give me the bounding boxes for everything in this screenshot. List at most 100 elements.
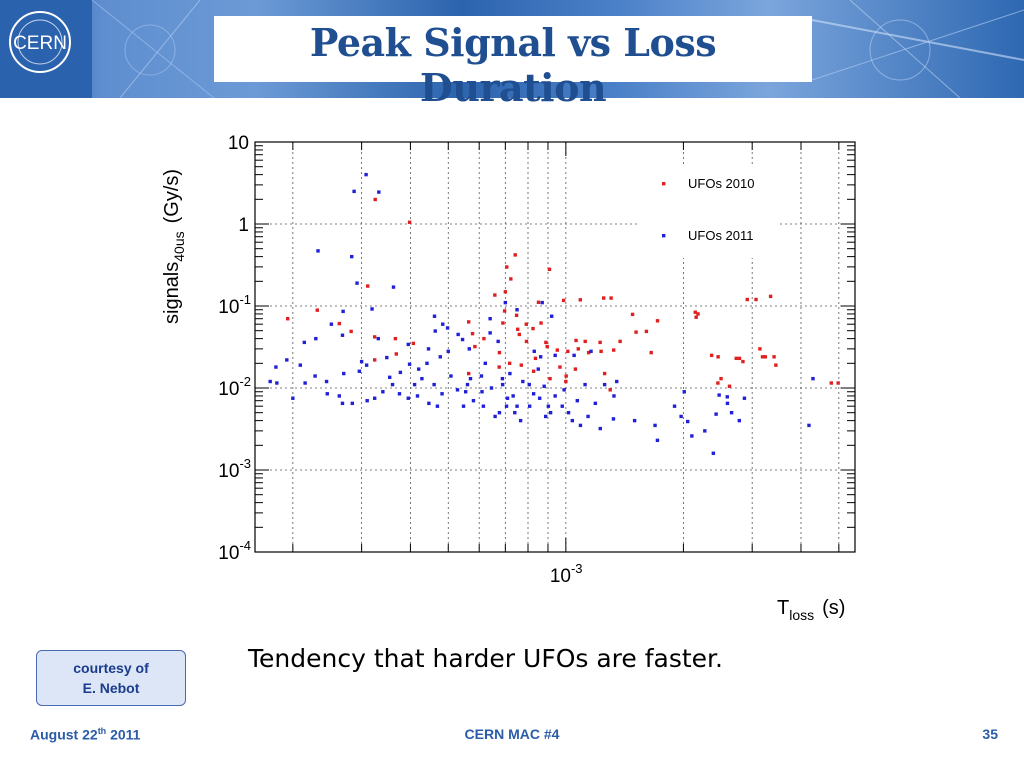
data-point <box>807 423 811 428</box>
data-point <box>716 355 720 359</box>
data-point <box>772 355 776 359</box>
data-point <box>566 349 570 354</box>
data-point <box>632 418 637 423</box>
data-point <box>719 376 723 381</box>
data-point <box>508 371 512 376</box>
data-point <box>324 379 329 384</box>
data-point <box>758 347 762 351</box>
data-point <box>488 331 492 335</box>
data-point <box>531 369 536 373</box>
data-point <box>544 340 548 345</box>
data-point <box>489 386 494 390</box>
data-point <box>725 395 729 399</box>
data-point <box>501 321 505 325</box>
data-point <box>471 399 476 403</box>
data-point <box>583 382 587 387</box>
data-point <box>370 307 374 311</box>
data-point <box>365 399 369 403</box>
data-point <box>479 374 484 378</box>
data-point <box>609 296 613 300</box>
data-point <box>503 300 508 305</box>
data-point <box>615 379 619 384</box>
data-point <box>598 340 602 345</box>
data-point <box>497 410 502 415</box>
data-point <box>593 401 598 406</box>
data-point <box>433 329 437 333</box>
data-point <box>601 296 606 300</box>
data-point <box>449 374 453 378</box>
data-point <box>549 314 554 318</box>
data-point <box>679 414 683 419</box>
y-tick-label: 10-4 <box>218 538 251 564</box>
data-point <box>560 404 564 408</box>
data-point <box>521 379 525 384</box>
data-point <box>445 326 450 330</box>
data-point <box>511 394 515 398</box>
data-point <box>412 382 417 387</box>
data-point <box>513 253 517 257</box>
data-point <box>536 367 540 371</box>
data-point <box>742 396 747 400</box>
data-point <box>509 277 513 281</box>
data-point <box>303 381 307 385</box>
data-point <box>516 327 520 331</box>
footer-date-main: August 22 <box>30 726 98 743</box>
data-point <box>612 394 616 398</box>
data-point <box>406 342 410 347</box>
data-point <box>337 321 341 326</box>
footer-page-number: 35 <box>982 726 998 742</box>
data-point <box>574 338 578 343</box>
data-point <box>564 374 568 378</box>
data-point <box>373 197 377 202</box>
data-point <box>500 376 505 381</box>
data-point <box>548 410 553 415</box>
data-point <box>456 332 460 337</box>
courtesy-line-2: E. Nebot <box>82 680 140 696</box>
data-point <box>483 361 488 366</box>
data-point <box>561 298 566 303</box>
legend-label: UFOs 2010 <box>688 176 754 191</box>
data-point <box>406 396 410 400</box>
data-point <box>558 365 562 369</box>
data-point <box>536 300 541 304</box>
data-point <box>393 336 398 341</box>
data-point <box>634 330 638 334</box>
data-point <box>372 358 377 362</box>
data-point <box>366 284 370 288</box>
data-point <box>488 317 492 321</box>
data-point <box>381 390 385 394</box>
data-point <box>496 339 500 344</box>
data-point <box>570 418 575 423</box>
legend-label: UFOs 2011 <box>688 228 754 243</box>
data-point <box>696 312 700 316</box>
data-point <box>285 317 290 321</box>
data-point <box>703 429 707 433</box>
data-point <box>505 265 509 269</box>
data-point <box>548 376 552 381</box>
data-point <box>572 353 576 358</box>
data-point <box>394 352 398 356</box>
data-point <box>611 417 616 421</box>
data-point <box>737 356 742 361</box>
data-point <box>468 376 473 381</box>
data-point <box>555 348 560 352</box>
data-point <box>470 331 475 336</box>
data-point <box>836 381 840 385</box>
data-point <box>497 350 502 355</box>
slide-caption: Tendency that harder UFOs are faster. <box>248 644 723 673</box>
data-point <box>655 319 660 323</box>
data-point <box>352 189 356 194</box>
data-point <box>578 423 583 428</box>
data-point <box>727 384 732 388</box>
data-point <box>644 329 649 334</box>
data-point <box>717 393 721 397</box>
data-point <box>714 412 718 416</box>
data-point <box>716 381 720 385</box>
data-point <box>693 310 697 314</box>
legend-box <box>640 166 780 258</box>
data-point <box>407 220 412 224</box>
data-point <box>340 333 345 337</box>
x-tick-label: 10-3 <box>550 561 583 587</box>
data-point <box>524 322 528 326</box>
data-point <box>461 404 466 408</box>
